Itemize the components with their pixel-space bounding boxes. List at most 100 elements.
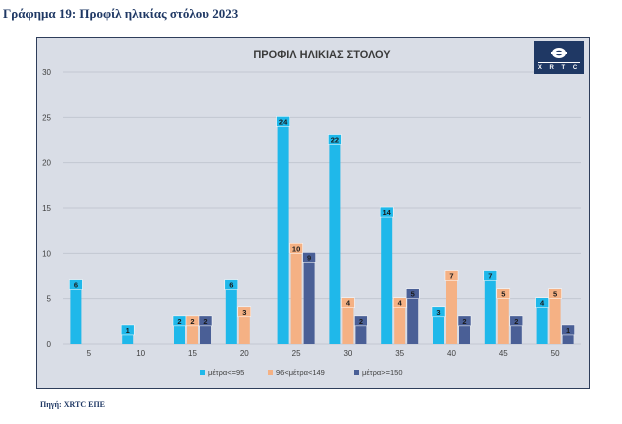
bar-3 bbox=[459, 325, 470, 344]
legend-label: 96<μέτρα<149 bbox=[276, 368, 325, 377]
figure-caption: Γράφημα 19: Προφίλ ηλικίας στόλου 2023 bbox=[3, 6, 239, 21]
data-label-bg bbox=[379, 206, 394, 218]
x-tick-label: 15 bbox=[188, 349, 197, 358]
data-label-bg bbox=[509, 315, 524, 327]
data-label-bg bbox=[354, 315, 368, 327]
x-tick-label: 40 bbox=[447, 349, 456, 358]
bar-3 bbox=[510, 325, 522, 344]
y-tick-label: 25 bbox=[42, 113, 51, 122]
bar-1 bbox=[277, 126, 289, 345]
xrtc-logo: X R T C bbox=[534, 41, 584, 74]
y-tick-label: 0 bbox=[47, 340, 52, 349]
data-label-bg bbox=[69, 279, 83, 290]
data-label-bg bbox=[483, 270, 498, 281]
x-tick-label: 20 bbox=[240, 349, 249, 358]
bar-chart: ΠΡΟΦΙΛ ΗΛΙΚΙΑΣ ΣΤΟΛΟΥ0510152025305610115… bbox=[42, 49, 581, 377]
x-tick-label: 50 bbox=[551, 349, 560, 358]
legend-swatch bbox=[354, 370, 359, 375]
bar-1 bbox=[329, 144, 341, 344]
logo-text: X R T C bbox=[537, 65, 581, 71]
y-tick-label: 30 bbox=[42, 68, 51, 77]
ship-wheel-icon bbox=[551, 48, 567, 58]
y-tick-label: 15 bbox=[42, 204, 51, 213]
data-label: 2 bbox=[462, 317, 466, 326]
data-label-bg bbox=[405, 288, 420, 299]
data-label: 22 bbox=[331, 136, 339, 145]
data-label-bg bbox=[431, 306, 446, 318]
bar-3 bbox=[562, 334, 574, 344]
data-label: 1 bbox=[126, 326, 130, 335]
data-label: 4 bbox=[346, 299, 351, 308]
x-tick-label: 35 bbox=[395, 349, 404, 358]
data-label-bg bbox=[224, 279, 239, 290]
bar-2 bbox=[394, 307, 406, 344]
data-label: 2 bbox=[514, 317, 518, 326]
data-label-bg bbox=[457, 315, 472, 327]
data-label: 4 bbox=[540, 299, 545, 308]
data-label: 2 bbox=[190, 317, 194, 326]
data-label: 7 bbox=[488, 272, 492, 281]
data-label: 9 bbox=[307, 253, 311, 262]
data-label: 5 bbox=[553, 290, 557, 299]
legend-swatch bbox=[268, 370, 273, 375]
legend-label: μέτρα<=95 bbox=[208, 368, 244, 377]
chart-title: ΠΡΟΦΙΛ ΗΛΙΚΙΑΣ ΣΤΟΛΟΥ bbox=[253, 49, 391, 61]
bar-3 bbox=[355, 325, 367, 344]
bar-2 bbox=[187, 325, 198, 344]
logo-divider bbox=[538, 62, 580, 63]
data-label-bg bbox=[496, 288, 511, 299]
bar-1 bbox=[225, 289, 237, 344]
data-label: 1 bbox=[566, 326, 570, 335]
data-label-bg bbox=[198, 315, 213, 327]
bar-1 bbox=[484, 280, 496, 344]
data-label-bg bbox=[328, 134, 342, 145]
data-label-bg bbox=[548, 288, 562, 299]
data-label: 2 bbox=[359, 317, 363, 326]
data-label: 4 bbox=[398, 299, 403, 308]
data-label-bg bbox=[276, 116, 290, 127]
data-label: 6 bbox=[229, 281, 233, 290]
data-label-bg bbox=[535, 297, 549, 308]
bar-3 bbox=[407, 298, 419, 344]
data-label: 5 bbox=[411, 290, 415, 299]
data-label: 6 bbox=[74, 281, 78, 290]
data-label-bg bbox=[120, 324, 135, 336]
data-label: 14 bbox=[383, 208, 392, 217]
bar-1 bbox=[381, 217, 393, 344]
bar-1 bbox=[70, 289, 82, 344]
x-tick-label: 25 bbox=[292, 349, 301, 358]
data-label: 3 bbox=[436, 308, 440, 317]
x-tick-label: 30 bbox=[343, 349, 352, 358]
data-label-bg bbox=[289, 243, 303, 254]
bar-1 bbox=[122, 334, 134, 344]
x-tick-label: 45 bbox=[499, 349, 508, 358]
bar-2 bbox=[290, 253, 302, 344]
y-tick-label: 20 bbox=[42, 159, 51, 168]
data-label-bg bbox=[341, 297, 355, 308]
data-label-bg bbox=[561, 324, 575, 336]
data-label-bg bbox=[444, 270, 459, 281]
y-tick-label: 5 bbox=[47, 295, 52, 304]
x-tick-label: 10 bbox=[136, 349, 145, 358]
x-tick-label: 5 bbox=[87, 349, 92, 358]
bar-2 bbox=[497, 298, 509, 344]
bar-2 bbox=[238, 316, 250, 344]
data-label-bg bbox=[302, 252, 316, 263]
legend-swatch bbox=[200, 370, 205, 375]
data-label: 2 bbox=[177, 317, 181, 326]
bar-1 bbox=[174, 325, 185, 344]
legend-label: μέτρα>=150 bbox=[362, 368, 403, 377]
bar-2 bbox=[342, 307, 354, 344]
bar-1 bbox=[433, 316, 444, 344]
data-label: 7 bbox=[449, 272, 453, 281]
bar-1 bbox=[536, 307, 548, 344]
y-tick-label: 10 bbox=[42, 249, 51, 258]
bar-2 bbox=[549, 298, 561, 344]
bar-3 bbox=[303, 262, 315, 344]
data-label: 10 bbox=[292, 244, 300, 253]
source-note: Πηγή: XRTC ΕΠΕ bbox=[40, 400, 105, 409]
data-label-bg bbox=[392, 297, 407, 308]
bar-2 bbox=[446, 280, 457, 344]
data-label: 24 bbox=[279, 117, 288, 126]
data-label-bg bbox=[237, 306, 252, 318]
